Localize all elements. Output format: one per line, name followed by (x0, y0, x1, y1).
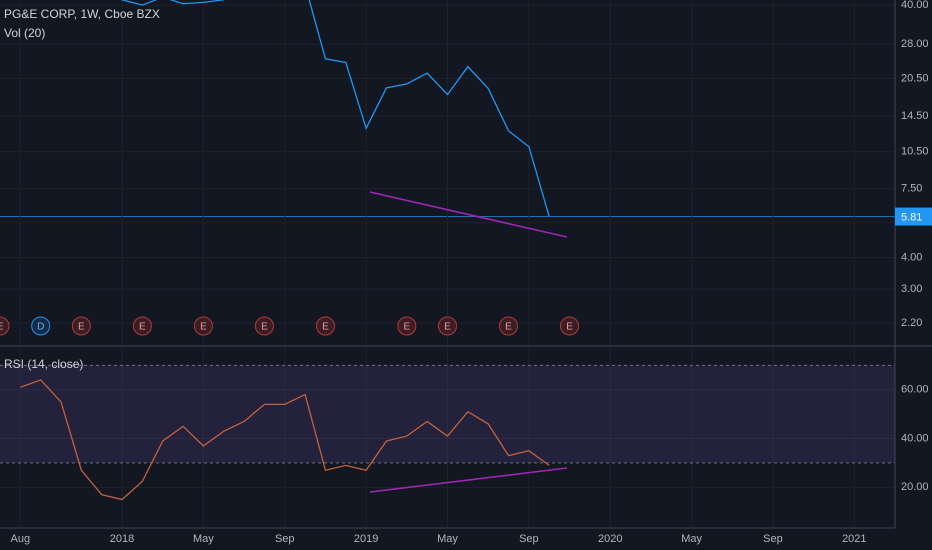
y-tick-label: 20.50 (901, 72, 929, 84)
event-circle (315, 316, 335, 336)
event-circle (397, 316, 417, 336)
event-marker: E (193, 316, 213, 336)
event-marker: D (31, 316, 51, 336)
x-tick-label: Sep (519, 533, 539, 545)
event-circle (438, 316, 457, 336)
y-tick-label: 28.00 (901, 38, 929, 50)
event-label: E (0, 322, 4, 333)
event-circle (31, 316, 51, 336)
data-line (120, 0, 550, 217)
x-tick-label: 2018 (110, 533, 134, 545)
event-label: E (322, 322, 329, 333)
y-tick-label: 4.00 (901, 251, 922, 263)
y-tick-label: 20.00 (901, 481, 929, 493)
x-tick-label: 2020 (598, 533, 622, 545)
event-circle (560, 316, 580, 336)
event-label: E (200, 322, 207, 333)
y-tick-label: 3.00 (901, 283, 922, 295)
chart-title: PG&E CORP, 1W, Cboe BZX (4, 7, 160, 21)
divergence-line (369, 191, 568, 238)
divergence-line (369, 467, 568, 493)
event-label: E (139, 322, 146, 333)
event-marker: E (397, 316, 417, 336)
event-circle (193, 316, 213, 336)
price-label-box (895, 207, 932, 226)
event-marker: E (254, 316, 274, 336)
event-marker: E (315, 316, 335, 336)
event-circle (132, 316, 152, 336)
indicator-title: RSI (14, close) (4, 357, 83, 371)
event-label: E (261, 322, 268, 333)
x-tick-label: May (193, 533, 214, 545)
data-line (20, 379, 550, 501)
x-tick-label: 2021 (842, 533, 866, 545)
event-label: E (403, 322, 410, 333)
rsi-band (0, 365, 895, 463)
event-label: E (444, 322, 451, 333)
event-label: E (78, 322, 85, 333)
event-circle (254, 316, 274, 336)
event-label: E (566, 322, 573, 333)
event-marker: E (560, 316, 580, 336)
y-tick-label: 60.00 (901, 384, 929, 396)
x-tick-label: Sep (763, 533, 783, 545)
event-marker: E (132, 316, 152, 336)
event-circle (499, 316, 519, 336)
x-tick-label: May (437, 533, 458, 545)
y-tick-label: 7.50 (901, 182, 922, 194)
y-tick-label: 40.00 (901, 432, 929, 444)
event-label: E (505, 322, 512, 333)
y-tick-label: 2.20 (901, 317, 922, 329)
event-marker: E (0, 316, 10, 336)
event-marker: E (438, 316, 457, 336)
event-circle (71, 316, 91, 336)
x-tick-label: 2019 (354, 533, 378, 545)
y-tick-label: 10.50 (901, 146, 929, 158)
event-marker: E (499, 316, 519, 336)
event-marker: E (71, 316, 91, 336)
x-tick-label: Sep (275, 533, 295, 545)
y-tick-label: 40.00 (901, 0, 929, 11)
indicator-title: Vol (20) (4, 26, 45, 40)
price-label: 5.81 (901, 211, 922, 223)
event-circle (0, 316, 10, 336)
x-tick-label: Aug (11, 533, 31, 545)
x-tick-label: May (681, 533, 702, 545)
event-label: D (37, 322, 44, 333)
y-tick-label: 14.50 (901, 110, 929, 122)
